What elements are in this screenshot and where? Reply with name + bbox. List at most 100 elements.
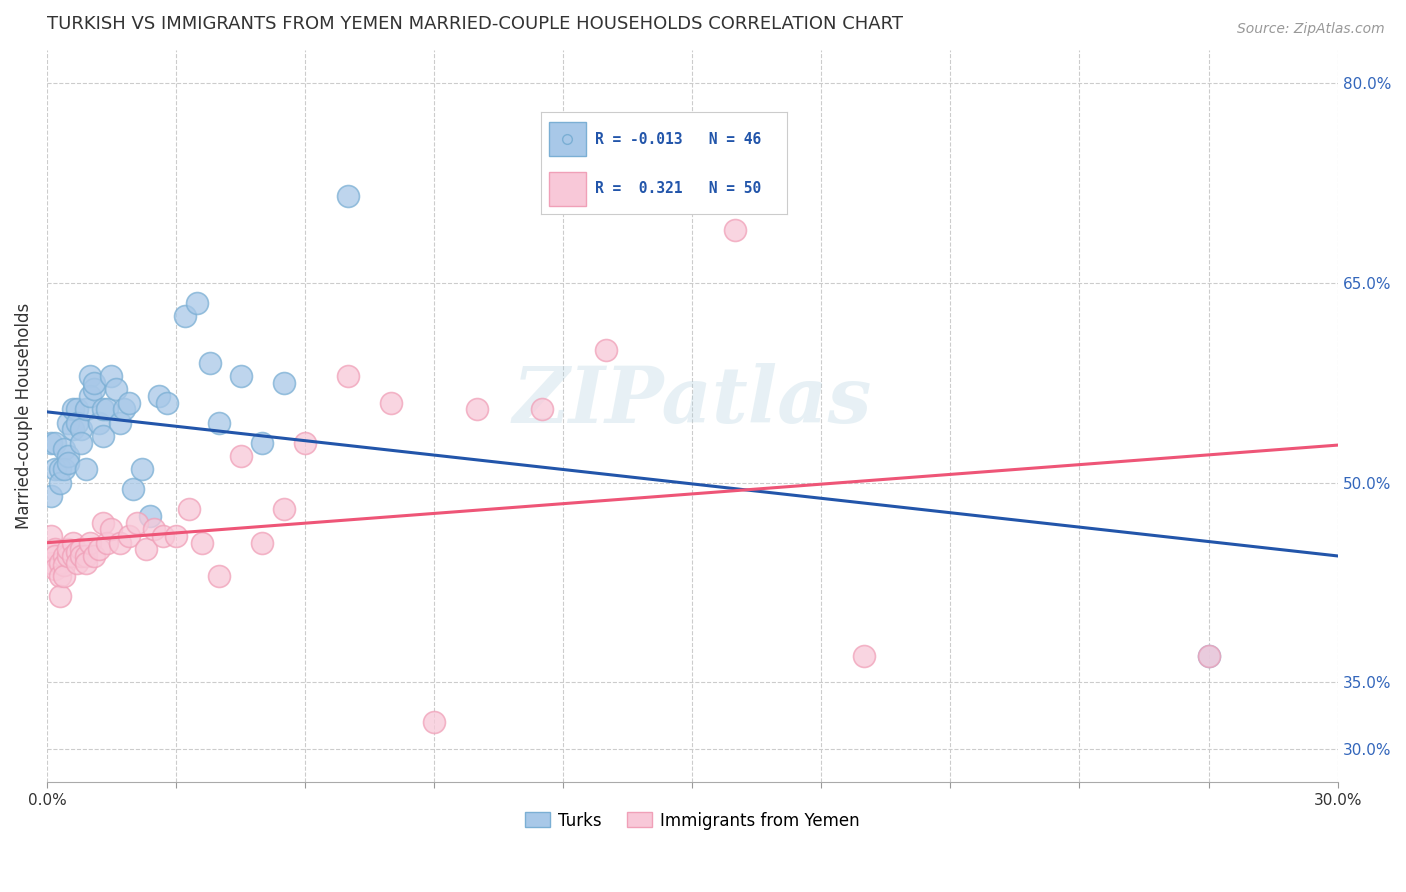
Point <box>44 542 66 557</box>
Point <box>83 549 105 563</box>
Point <box>62 549 84 563</box>
Point <box>62 402 84 417</box>
Point <box>173 309 195 323</box>
Point <box>70 422 93 436</box>
Point <box>75 462 97 476</box>
Point <box>200 356 222 370</box>
Point <box>380 396 402 410</box>
Point <box>70 542 93 557</box>
Point <box>177 502 200 516</box>
Point <box>595 343 617 357</box>
Point <box>83 376 105 390</box>
Point <box>87 416 110 430</box>
Point <box>135 542 157 557</box>
Point <box>75 556 97 570</box>
Point <box>273 376 295 390</box>
Point <box>58 449 80 463</box>
Point <box>337 189 360 203</box>
Point <box>58 542 80 557</box>
Point <box>1198 648 1220 663</box>
Point <box>44 549 66 563</box>
Point <box>148 389 170 403</box>
Point <box>58 456 80 470</box>
Point <box>79 369 101 384</box>
Point <box>53 442 76 457</box>
Point <box>96 402 118 417</box>
Point <box>108 535 131 549</box>
Point <box>53 549 76 563</box>
Point <box>66 545 89 559</box>
Point <box>79 535 101 549</box>
Point <box>530 402 553 417</box>
Point <box>229 449 252 463</box>
Point <box>423 715 446 730</box>
Point <box>156 396 179 410</box>
Point <box>49 589 72 603</box>
Point <box>58 549 80 563</box>
Point <box>39 435 62 450</box>
Point <box>75 549 97 563</box>
Point <box>53 569 76 583</box>
Point <box>87 542 110 557</box>
Point <box>44 562 66 576</box>
Point <box>62 535 84 549</box>
Text: R =  0.321   N = 50: R = 0.321 N = 50 <box>596 181 762 196</box>
Legend: Turks, Immigrants from Yemen: Turks, Immigrants from Yemen <box>519 805 866 837</box>
Point <box>143 522 166 536</box>
Bar <box>548 122 586 155</box>
Point <box>39 489 62 503</box>
Point <box>75 402 97 417</box>
Point <box>127 516 149 530</box>
Text: R = -0.013   N = 46: R = -0.013 N = 46 <box>596 132 762 146</box>
Point <box>724 222 747 236</box>
Point <box>139 508 162 523</box>
Point <box>117 396 139 410</box>
Point <box>131 462 153 476</box>
Point <box>91 402 114 417</box>
Bar <box>548 172 586 206</box>
Point <box>250 435 273 450</box>
Point <box>112 402 135 417</box>
Point <box>83 383 105 397</box>
Point <box>66 416 89 430</box>
Point <box>853 648 876 663</box>
Point <box>100 369 122 384</box>
Text: ZIPatlas: ZIPatlas <box>513 363 872 440</box>
Point <box>62 422 84 436</box>
Point <box>117 529 139 543</box>
Point <box>191 535 214 549</box>
Point <box>58 416 80 430</box>
Point <box>96 535 118 549</box>
Point <box>465 402 488 417</box>
Point <box>273 502 295 516</box>
Text: Source: ZipAtlas.com: Source: ZipAtlas.com <box>1237 22 1385 37</box>
Point <box>70 549 93 563</box>
Point <box>91 429 114 443</box>
Y-axis label: Married-couple Households: Married-couple Households <box>15 303 32 529</box>
Point <box>108 416 131 430</box>
Point <box>66 556 89 570</box>
Point <box>1198 648 1220 663</box>
Text: TURKISH VS IMMIGRANTS FROM YEMEN MARRIED-COUPLE HOUSEHOLDS CORRELATION CHART: TURKISH VS IMMIGRANTS FROM YEMEN MARRIED… <box>46 15 903 33</box>
Point <box>49 462 72 476</box>
Point <box>91 516 114 530</box>
Point <box>66 402 89 417</box>
Point <box>44 435 66 450</box>
Point <box>104 383 127 397</box>
Point <box>39 529 62 543</box>
Point <box>208 569 231 583</box>
Point <box>337 369 360 384</box>
Point <box>165 529 187 543</box>
Point <box>152 529 174 543</box>
Point <box>79 389 101 403</box>
Point <box>70 435 93 450</box>
Point <box>53 462 76 476</box>
Point <box>44 462 66 476</box>
Point <box>39 556 62 570</box>
Point <box>122 483 145 497</box>
Point <box>49 556 72 570</box>
Point <box>294 435 316 450</box>
Point <box>250 535 273 549</box>
Point <box>49 569 72 583</box>
Point <box>53 558 76 573</box>
